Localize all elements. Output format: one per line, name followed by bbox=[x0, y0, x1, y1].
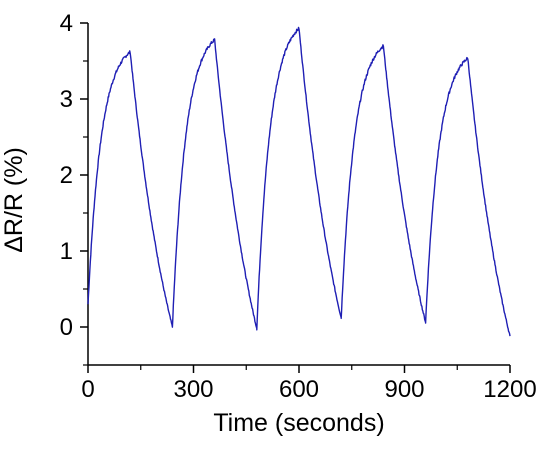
y-tick-label: 3 bbox=[60, 86, 73, 113]
y-tick-label: 4 bbox=[60, 10, 73, 37]
y-tick-label: 0 bbox=[60, 314, 73, 341]
x-ticks: 0 300 600 900 1200 bbox=[81, 365, 537, 403]
series-line bbox=[87, 26, 511, 337]
x-axis-title: Time (seconds) bbox=[213, 409, 384, 437]
x-tick-label: 600 bbox=[279, 376, 319, 403]
x-tick-label: 300 bbox=[173, 376, 213, 403]
x-tick-label: 0 bbox=[81, 376, 94, 403]
y-ticks: 0 1 2 3 4 bbox=[60, 10, 88, 366]
x-tick-label: 1200 bbox=[483, 376, 536, 403]
y-tick-label: 2 bbox=[60, 162, 73, 189]
axes bbox=[87, 23, 510, 366]
y-axis-title: ΔR/R (%) bbox=[0, 147, 28, 253]
y-tick-label: 1 bbox=[60, 238, 73, 265]
x-tick-label: 900 bbox=[384, 376, 424, 403]
series-group bbox=[87, 26, 511, 337]
